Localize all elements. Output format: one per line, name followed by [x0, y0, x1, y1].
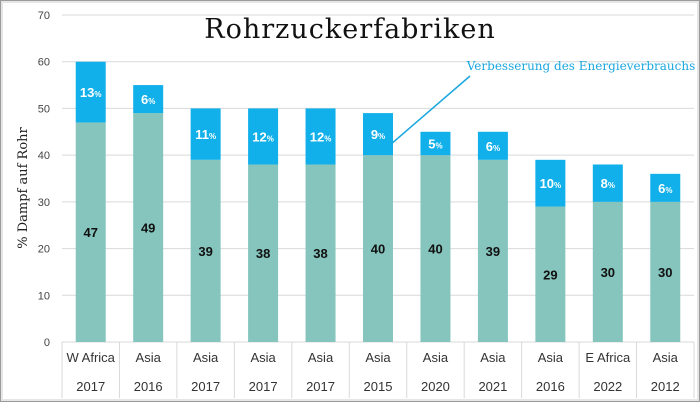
annotation-leader-line [390, 75, 471, 145]
x-tick-label: Asia [136, 350, 162, 365]
data-label-top: 12% [252, 129, 274, 144]
x-tick-year: 2016 [536, 379, 565, 394]
x-tick-label: Asia [480, 350, 506, 365]
bar-top [75, 61, 106, 123]
bar-base [535, 206, 566, 342]
data-label-base: 40 [428, 242, 442, 257]
y-tick-label: 0 [44, 337, 50, 349]
x-tick-year: 2017 [191, 379, 220, 394]
x-tick-year: 2015 [364, 379, 393, 394]
y-tick-label: 10 [38, 290, 50, 302]
x-tick-label: Asia [365, 350, 391, 365]
bar-base [650, 201, 681, 342]
x-tick-label: Asia [653, 350, 679, 365]
data-label-top: 12% [310, 129, 332, 144]
data-label-top: 6% [486, 139, 500, 154]
bar-top [190, 108, 221, 160]
x-tick-year: 2017 [76, 379, 105, 394]
data-label-base: 29 [543, 267, 557, 282]
data-label-top: 10% [540, 176, 562, 191]
chart-title: Rohrzuckerfabriken [204, 14, 496, 45]
bar-top [477, 131, 508, 160]
data-label-base: 40 [371, 242, 385, 257]
bar-top [592, 164, 623, 202]
x-tick-year: 2012 [651, 379, 680, 394]
bar-top [363, 113, 393, 156]
x-tick-label: Asia [308, 350, 334, 365]
x-tick-label: Asia [538, 350, 564, 365]
x-tick-year: 2017 [249, 379, 278, 394]
annotation-text: Verbesserung des Energieverbrauchs [466, 59, 696, 73]
bar-base [248, 164, 279, 342]
bar-base [363, 155, 393, 342]
y-axis-label: % Dampf auf Rohr [16, 126, 31, 248]
x-tick-label: Asia [193, 350, 219, 365]
y-tick-label: 70 [38, 10, 50, 22]
data-label-top: 6% [658, 181, 672, 196]
bar-base [305, 164, 336, 342]
bar-base [190, 159, 221, 342]
data-label-top: 6% [141, 92, 155, 107]
bar-top [535, 159, 566, 207]
bar-base [477, 159, 508, 342]
data-label-top: 8% [601, 176, 615, 191]
y-tick-label: 30 [38, 197, 50, 209]
bar-base [75, 122, 106, 342]
bar-base [133, 113, 164, 342]
data-label-base: 39 [198, 244, 212, 259]
bar-base [420, 155, 451, 342]
data-label-top: 11% [195, 127, 216, 142]
bar-top [650, 173, 681, 202]
x-tick-year: 2017 [306, 379, 335, 394]
bar-top [420, 131, 451, 156]
x-tick-year: 2022 [593, 379, 622, 394]
data-label-base: 49 [141, 221, 155, 236]
data-label-base: 39 [486, 244, 500, 259]
data-label-base: 38 [256, 246, 270, 261]
x-tick-label: Asia [250, 350, 276, 365]
x-tick-label: E Africa [585, 350, 631, 365]
bar-top [248, 108, 279, 165]
data-label-top: 5% [428, 136, 442, 151]
x-tick-year: 2016 [134, 379, 163, 394]
data-label-base: 30 [658, 265, 672, 280]
x-tick-year: 2021 [478, 379, 507, 394]
y-tick-label: 20 [38, 244, 50, 256]
x-tick-label: W Africa [67, 350, 116, 365]
bar-top [133, 85, 164, 114]
x-tick-label: Asia [423, 350, 449, 365]
data-label-base: 47 [83, 225, 97, 240]
y-tick-label: 50 [38, 103, 50, 115]
data-label-top: 9% [371, 127, 385, 142]
data-label-base: 38 [313, 246, 327, 261]
x-tick-year: 2020 [421, 379, 450, 394]
data-label-base: 30 [601, 265, 615, 280]
y-tick-label: 60 [38, 57, 50, 69]
y-tick-label: 40 [38, 150, 50, 162]
bar-base [592, 201, 623, 342]
bar-top [305, 108, 336, 165]
data-label-top: 13% [80, 85, 102, 100]
